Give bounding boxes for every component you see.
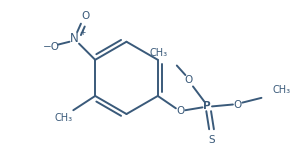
Text: S: S: [209, 135, 215, 145]
Text: −O: −O: [43, 42, 60, 52]
Text: CH₃: CH₃: [273, 85, 291, 95]
Text: O: O: [176, 106, 185, 116]
Text: P: P: [203, 101, 211, 111]
Text: +: +: [80, 28, 86, 37]
Text: CH₃: CH₃: [55, 113, 73, 123]
Text: N: N: [70, 32, 79, 45]
Text: O: O: [81, 11, 90, 21]
Text: O: O: [184, 75, 192, 85]
Text: O: O: [234, 100, 242, 109]
Text: CH₃: CH₃: [149, 48, 167, 58]
